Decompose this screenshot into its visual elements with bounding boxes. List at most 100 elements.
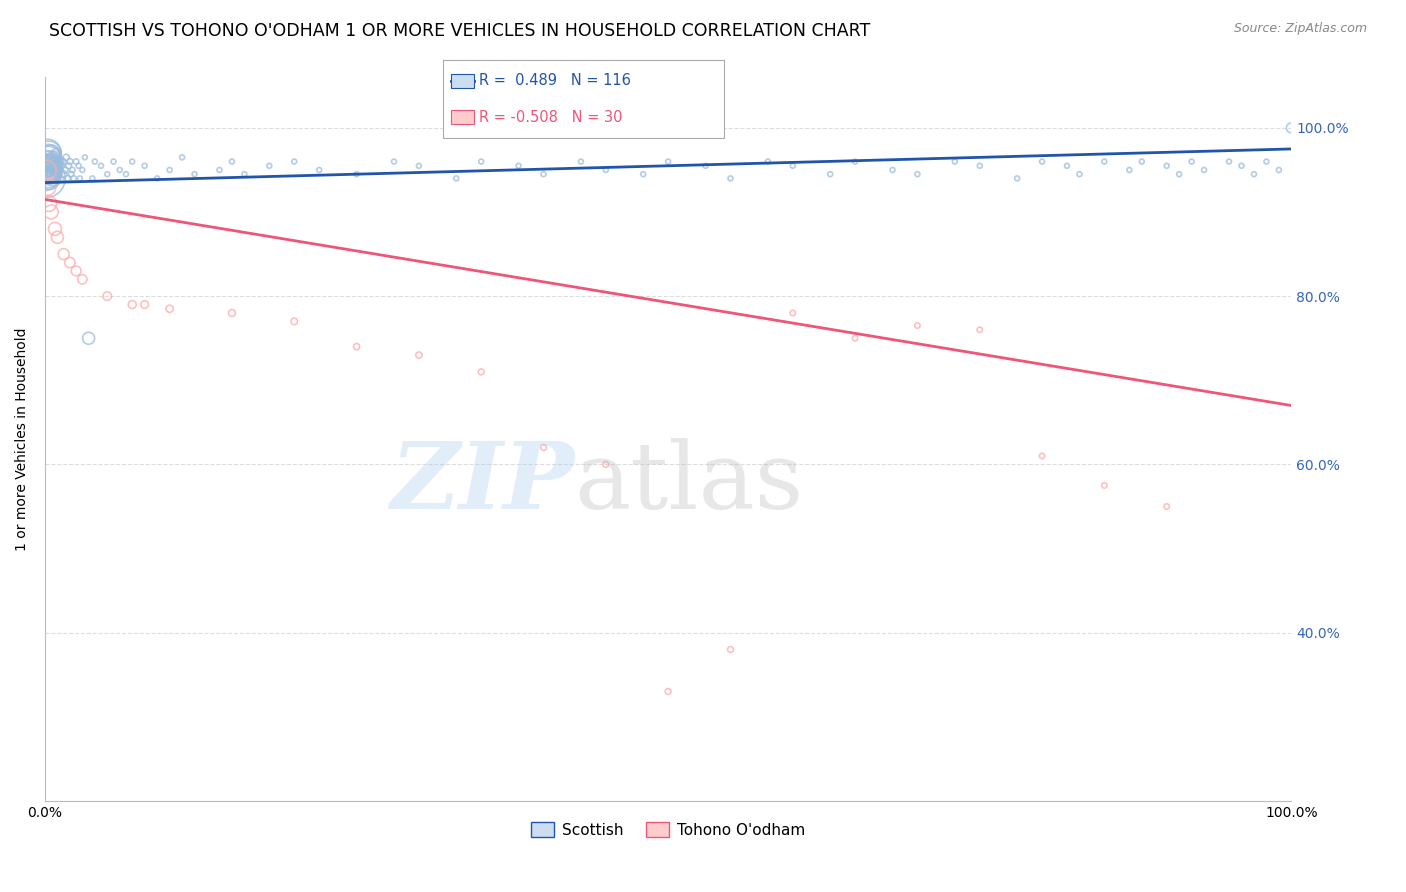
- Point: [782, 159, 804, 173]
- Point: [595, 458, 617, 472]
- Point: [39, 159, 62, 173]
- Point: [1181, 154, 1204, 169]
- Point: [1230, 159, 1253, 173]
- Point: [60, 163, 83, 178]
- Point: [51, 159, 73, 173]
- Point: [1130, 154, 1153, 169]
- Point: [221, 154, 243, 169]
- Point: [49, 154, 72, 169]
- Point: [346, 167, 368, 181]
- Point: [470, 365, 492, 379]
- Point: [39, 167, 62, 181]
- Point: [1268, 163, 1291, 178]
- Point: [533, 167, 555, 181]
- Point: [37, 167, 59, 181]
- Point: [72, 272, 94, 286]
- Point: [1218, 154, 1240, 169]
- Point: [46, 154, 69, 169]
- Point: [42, 167, 65, 181]
- Point: [96, 167, 118, 181]
- Point: [38, 163, 60, 178]
- Point: [446, 171, 468, 186]
- Point: [1156, 159, 1178, 173]
- Text: Source: ZipAtlas.com: Source: ZipAtlas.com: [1233, 22, 1367, 36]
- Point: [1156, 500, 1178, 514]
- Point: [48, 159, 70, 173]
- Point: [1092, 154, 1115, 169]
- Point: [844, 154, 866, 169]
- Point: [59, 255, 82, 269]
- Text: SCOTTISH VS TOHONO O'ODHAM 1 OR MORE VEHICLES IN HOUSEHOLD CORRELATION CHART: SCOTTISH VS TOHONO O'ODHAM 1 OR MORE VEH…: [49, 22, 870, 40]
- Point: [41, 171, 63, 186]
- Point: [569, 154, 592, 169]
- Point: [58, 159, 80, 173]
- Point: [408, 159, 430, 173]
- Point: [49, 171, 72, 186]
- Point: [52, 247, 75, 261]
- Point: [83, 154, 105, 169]
- Point: [39, 163, 62, 178]
- Point: [39, 146, 62, 161]
- Point: [1192, 163, 1215, 178]
- Point: [37, 163, 59, 178]
- Point: [55, 150, 77, 164]
- Point: [121, 154, 143, 169]
- Point: [69, 171, 91, 186]
- Point: [52, 167, 75, 181]
- Point: [46, 167, 69, 181]
- Point: [1031, 449, 1053, 463]
- Point: [59, 154, 82, 169]
- Point: [45, 167, 67, 181]
- Point: [35, 154, 58, 169]
- Point: [720, 642, 742, 657]
- Point: [37, 154, 59, 169]
- Point: [65, 154, 87, 169]
- Point: [37, 150, 59, 164]
- Point: [72, 163, 94, 178]
- Point: [844, 331, 866, 345]
- Point: [408, 348, 430, 362]
- Point: [39, 154, 62, 169]
- Point: [45, 159, 67, 173]
- Point: [82, 171, 104, 186]
- Point: [631, 167, 654, 181]
- Point: [134, 297, 156, 311]
- Point: [60, 167, 83, 181]
- Point: [67, 159, 90, 173]
- Point: [44, 154, 66, 169]
- Point: [308, 163, 330, 178]
- Point: [782, 306, 804, 320]
- Point: [90, 159, 112, 173]
- Point: [39, 205, 62, 219]
- Point: [41, 171, 63, 186]
- Point: [37, 159, 59, 173]
- Text: R =  0.489   N = 116: R = 0.489 N = 116: [479, 73, 631, 88]
- Point: [121, 297, 143, 311]
- Point: [695, 159, 717, 173]
- Point: [115, 167, 138, 181]
- Point: [38, 146, 60, 161]
- Point: [283, 154, 305, 169]
- Point: [53, 163, 76, 178]
- Point: [943, 154, 966, 169]
- Point: [96, 289, 118, 303]
- Point: [41, 154, 63, 169]
- Point: [35, 171, 58, 186]
- Point: [134, 159, 156, 173]
- Point: [1279, 120, 1302, 135]
- Point: [77, 331, 100, 345]
- Point: [108, 163, 131, 178]
- Point: [1069, 167, 1091, 181]
- Point: [1243, 167, 1265, 181]
- Point: [470, 154, 492, 169]
- Point: [37, 167, 59, 181]
- Point: [1118, 163, 1140, 178]
- Point: [1056, 159, 1078, 173]
- Point: [51, 154, 73, 169]
- Point: [42, 150, 65, 164]
- Point: [533, 441, 555, 455]
- Point: [37, 179, 59, 194]
- Point: [44, 163, 66, 178]
- Point: [37, 146, 59, 161]
- Legend: Scottish, Tohono O'odham: Scottish, Tohono O'odham: [526, 815, 811, 844]
